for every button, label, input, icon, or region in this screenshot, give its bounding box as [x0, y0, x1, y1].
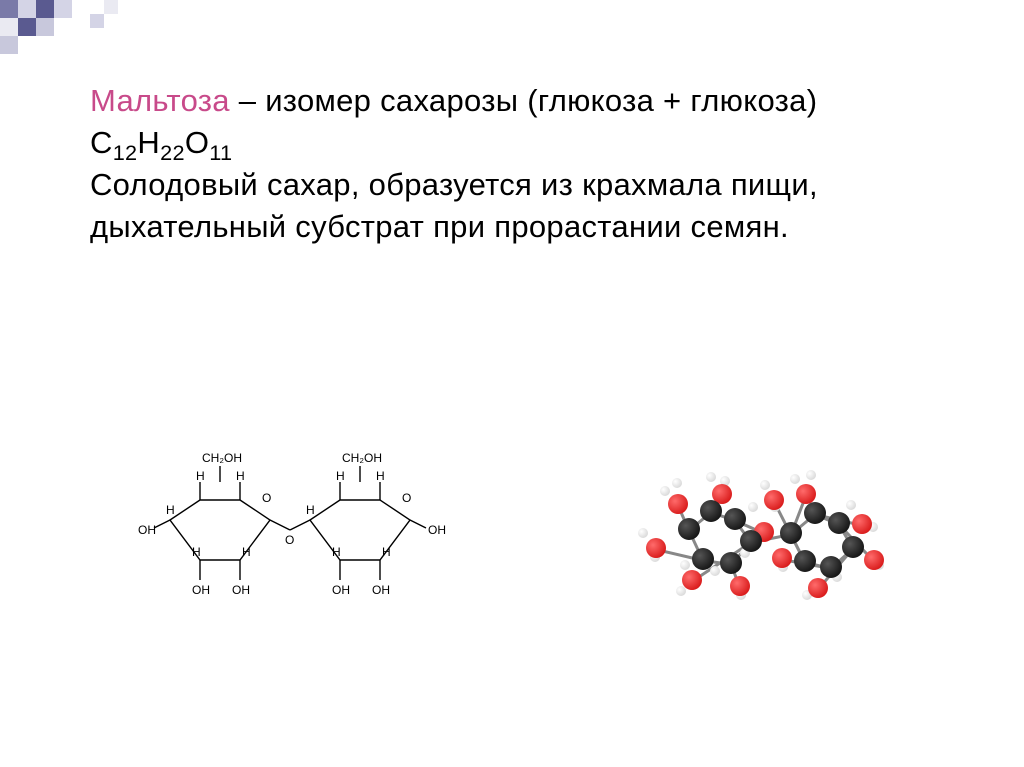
decor-square: [0, 36, 18, 54]
label-oh: OH: [428, 523, 446, 537]
carbon-atom: [820, 556, 842, 578]
decor-square: [18, 0, 36, 18]
carbon-atom: [678, 518, 700, 540]
hydrogen-atom: [806, 470, 816, 480]
label-ch2oh: CH₂OH: [342, 451, 382, 465]
carbon-atom: [842, 536, 864, 558]
formula-sub-h: 22: [160, 140, 185, 165]
decor-square: [0, 18, 18, 36]
formula-sub-c: 12: [113, 140, 138, 165]
label-h: H: [196, 469, 205, 483]
label-h: H: [376, 469, 385, 483]
oxygen-atom: [764, 490, 784, 510]
decor-square: [104, 0, 118, 14]
oxygen-atom: [682, 570, 702, 590]
carbon-atom: [828, 512, 850, 534]
label-h: H: [242, 545, 251, 559]
decor-square: [54, 0, 72, 18]
term-highlight: Мальтоза: [90, 83, 230, 118]
label-oh: OH: [232, 583, 250, 597]
decor-square: [36, 18, 54, 36]
decor-square: [90, 14, 104, 28]
label-o: O: [402, 491, 411, 505]
text-segment: О: [185, 125, 209, 160]
label-h: H: [166, 503, 175, 517]
hydrogen-atom: [760, 480, 770, 490]
structural-formula-image: CH₂OH CH₂OH O O O OH OH OH OH OH OH H H …: [130, 440, 450, 630]
slide-paragraph: Мальтоза – изомер сахарозы (глюкоза + гл…: [90, 80, 964, 247]
label-h: H: [382, 545, 391, 559]
label-h: H: [236, 469, 245, 483]
oxygen-atom: [864, 550, 884, 570]
oxygen-atom: [730, 576, 750, 596]
oxygen-atom: [796, 484, 816, 504]
molecular-model-image: [620, 430, 900, 650]
hydrogen-atom: [790, 474, 800, 484]
slide-content: Мальтоза – изомер сахарозы (глюкоза + гл…: [90, 80, 964, 247]
oxygen-atom: [646, 538, 666, 558]
label-bridge-o: O: [285, 533, 294, 547]
oxygen-atom: [668, 494, 688, 514]
label-oh: OH: [332, 583, 350, 597]
carbon-atom: [724, 508, 746, 530]
label-h: H: [332, 545, 341, 559]
label-h: H: [192, 545, 201, 559]
hydrogen-atom: [748, 502, 758, 512]
carbon-atom: [794, 550, 816, 572]
label-o: O: [262, 491, 271, 505]
carbon-atom: [740, 530, 762, 552]
label-oh: OH: [372, 583, 390, 597]
hydrogen-atom: [660, 486, 670, 496]
hydrogen-atom: [706, 472, 716, 482]
oxygen-atom: [808, 578, 828, 598]
decor-square: [18, 18, 36, 36]
carbon-atom: [780, 522, 802, 544]
hydrogen-atom: [638, 528, 648, 538]
figures-row: CH₂OH CH₂OH O O O OH OH OH OH OH OH H H …: [130, 430, 930, 690]
carbon-atom: [804, 502, 826, 524]
oxygen-atom: [772, 548, 792, 568]
carbon-atom: [720, 552, 742, 574]
oxygen-atom: [852, 514, 872, 534]
label-h: H: [306, 503, 315, 517]
decor-square: [36, 0, 54, 18]
label-ch2oh: CH₂OH: [202, 451, 242, 465]
label-h: H: [336, 469, 345, 483]
label-oh: OH: [192, 583, 210, 597]
formula-sub-o: 11: [209, 140, 232, 165]
decor-square: [0, 0, 18, 18]
slide-corner-decoration: [0, 0, 120, 60]
carbon-atom: [692, 548, 714, 570]
hydrogen-atom: [710, 566, 720, 576]
text-segment: Н: [137, 125, 160, 160]
label-oh: OH: [138, 523, 156, 537]
hydrogen-atom: [846, 500, 856, 510]
hydrogen-atom: [672, 478, 682, 488]
text-segment: Солодовый сахар, образуется из крахмала …: [90, 167, 818, 244]
hydrogen-atom: [680, 560, 690, 570]
carbon-atom: [700, 500, 722, 522]
